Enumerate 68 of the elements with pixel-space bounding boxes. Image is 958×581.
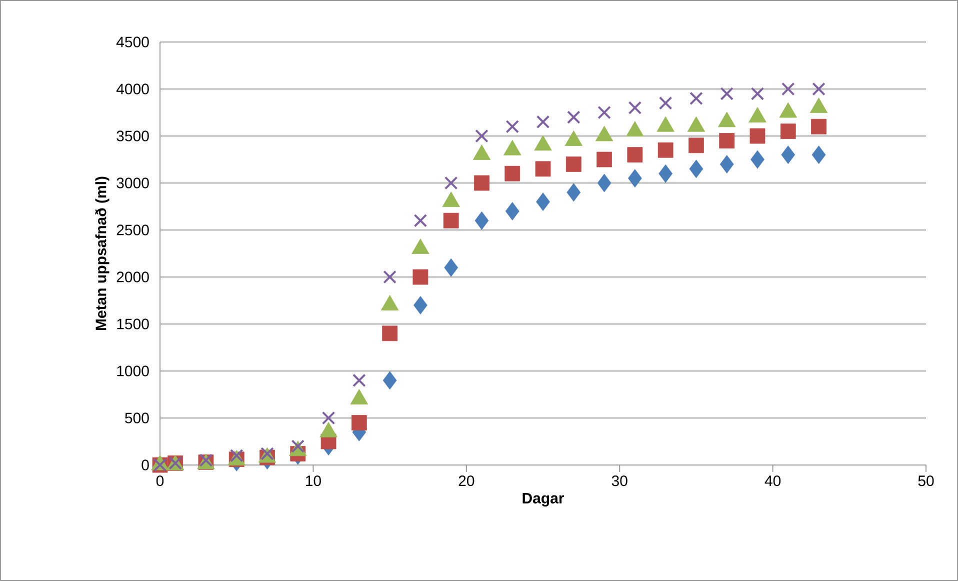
point (504, 166, 520, 182)
point (781, 82, 795, 96)
point (750, 150, 764, 169)
point (474, 211, 489, 230)
point (719, 133, 735, 148)
point (414, 214, 428, 228)
point (812, 146, 826, 164)
point (505, 202, 520, 220)
point (658, 164, 673, 183)
y-tick-label: 0 (142, 460, 149, 470)
x-tick-label: 20 (458, 476, 474, 486)
point (444, 176, 458, 190)
point (628, 101, 642, 114)
y-axis-title: Metan uppsafnað (ml) (95, 176, 110, 330)
x-axis-title: Dagar (522, 493, 564, 507)
point (811, 118, 826, 134)
point (566, 183, 581, 202)
point (351, 415, 367, 430)
point (720, 155, 734, 174)
point (658, 142, 674, 158)
x-tick-label: 0 (156, 476, 164, 486)
point (689, 160, 704, 178)
y-tick-label: 1000 (117, 366, 149, 376)
point (658, 96, 672, 110)
point (690, 92, 703, 106)
y-tick-label: 2000 (116, 272, 149, 282)
point (230, 448, 244, 462)
point (750, 128, 766, 144)
point (535, 161, 551, 177)
point (383, 270, 396, 284)
y-tick-label: 500 (125, 412, 149, 424)
y-tick-label: 4500 (116, 36, 149, 48)
point (291, 440, 305, 453)
point (322, 411, 336, 425)
point (566, 156, 582, 172)
point (352, 374, 366, 388)
point (382, 326, 398, 342)
point (443, 212, 459, 228)
point (566, 110, 580, 124)
point (720, 87, 734, 100)
x-tick-label: 50 (918, 476, 934, 486)
y-tick-label: 1500 (117, 318, 149, 330)
point (597, 174, 612, 192)
x-tick-label: 40 (764, 476, 781, 486)
point (413, 296, 428, 314)
point (780, 124, 796, 139)
point (474, 175, 490, 191)
y-tick-label: 3500 (116, 130, 149, 142)
x-tick-label: 30 (612, 476, 628, 486)
point (750, 87, 764, 100)
y-tick-label: 3000 (116, 178, 149, 188)
point (627, 147, 643, 162)
point (506, 120, 520, 134)
point (475, 129, 488, 143)
point (382, 371, 397, 390)
point (688, 138, 704, 154)
point (812, 82, 826, 96)
point (444, 258, 458, 277)
point (628, 169, 642, 188)
point (781, 146, 796, 164)
point (536, 115, 550, 129)
point (412, 269, 428, 285)
x-tick-label: 10 (306, 476, 321, 486)
y-tick-label: 4000 (116, 84, 149, 94)
point (596, 152, 612, 168)
point (536, 192, 550, 211)
y-tick-label: 2500 (116, 224, 149, 236)
point (598, 106, 611, 120)
